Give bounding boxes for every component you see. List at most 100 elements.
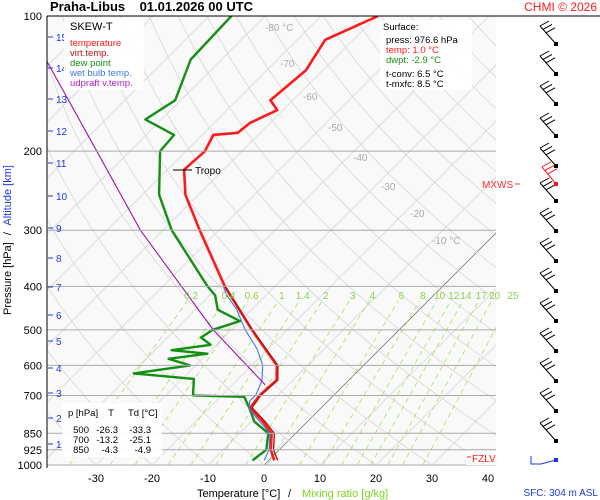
pressure-tick-label: 400 (24, 281, 42, 293)
barb-feather (545, 119, 556, 126)
isotherm-line (47, 16, 434, 403)
legend-title: SKEW-T (70, 21, 113, 33)
wind-barb (539, 417, 558, 443)
tropo-label: Tropo (195, 166, 221, 177)
dry-adiabat-line (61, 16, 433, 465)
pressure-tick-label: 850 (24, 428, 42, 440)
barb-feather (541, 161, 552, 168)
barb-feather (545, 149, 556, 156)
barb-feather (542, 360, 553, 367)
legend-temperature: temperature (70, 38, 121, 49)
isotherm-line (375, 344, 496, 465)
barb-dot (554, 42, 558, 46)
table-row: 700 -13.2 -25.1 (73, 435, 151, 446)
barb-feather (545, 274, 556, 281)
pressure-tick-label: 600 (24, 360, 42, 372)
mixing-ratio-label: 6 (399, 291, 405, 302)
series-temperature (182, 16, 379, 461)
mixing-ratio-line (245, 300, 350, 465)
mixing-ratio-line (370, 300, 464, 465)
wind-barb (539, 50, 558, 76)
barb-dot (554, 439, 558, 443)
barb-dot (554, 134, 558, 138)
barb-feather (539, 20, 550, 27)
barb-staff (539, 117, 557, 137)
barb-feather (545, 27, 556, 34)
barb-feather (542, 390, 553, 397)
barb-dot (554, 458, 558, 462)
barb-dot (554, 199, 558, 203)
barb-staff (541, 166, 557, 185)
mixing-ratio-label: 0.4 (222, 291, 236, 302)
barb-feather (545, 394, 556, 401)
wind-barb (539, 387, 558, 413)
mixing-ratio-label: 25 (507, 291, 519, 302)
isotherm-line (207, 176, 496, 465)
barb-staff (539, 362, 557, 382)
temperature-tick-label: -10 (200, 473, 216, 485)
isotherm-label: -70 (280, 59, 295, 70)
isotherm-label: -40 (353, 153, 368, 164)
mixing-ratio-label: 1 (279, 291, 285, 302)
chart-title: Praha-Libus 01.01.2026 00 UTC (50, 0, 254, 14)
altitude-tick-label: 9 (56, 224, 62, 235)
barb-feather (545, 304, 556, 311)
table-cell-p: 700 (73, 435, 89, 446)
mixing-ratio-line (134, 300, 249, 465)
isotherm-line (47, 16, 210, 179)
grid (47, 16, 496, 465)
legend-virt-temp: virt.temp. (70, 48, 109, 59)
barb-dot (554, 319, 558, 323)
temperature-tick-label: 40 (482, 473, 494, 485)
barb-feather (542, 330, 553, 337)
barb-dot (554, 379, 558, 383)
barb-feather (544, 164, 555, 171)
dry-adiabat-line (47, 285, 209, 465)
wind-barb (539, 267, 558, 293)
mixing-ratio-line (356, 300, 452, 465)
dry-adiabat-line (264, 16, 496, 268)
altitude-tick-label: 4 (56, 364, 62, 375)
altitude-tick-label: 2 (56, 414, 62, 425)
mixing-ratio-label: 1.4 (296, 291, 310, 302)
altitude-tick-label: 12 (56, 127, 68, 138)
barb-dot (554, 229, 558, 233)
table-header-p: p [hPa] (68, 408, 98, 419)
temperature-tick-label: -30 (88, 473, 104, 485)
isotherm-label: -60 (303, 92, 318, 103)
isotherm-line (47, 16, 322, 291)
isotherm-line (319, 288, 496, 465)
mixing-ratio-label: 3 (350, 291, 356, 302)
altitude-tick-label: 5 (56, 337, 62, 348)
dry-adiabat-line (47, 218, 265, 465)
barb-dot (554, 72, 558, 76)
temperature-tick-label: 0 (261, 473, 267, 485)
barb-staff (539, 147, 557, 167)
barb-feather (539, 80, 550, 87)
barb-feather (539, 50, 550, 57)
table-cell-td: -25.1 (129, 435, 151, 446)
temperature-tick-label: 30 (426, 473, 438, 485)
dry-adiabat-line (119, 16, 496, 436)
barb-feather (545, 424, 556, 431)
x-axis-label-sep: / (288, 488, 292, 500)
barb-staff (539, 25, 557, 45)
barb-staff (539, 272, 557, 292)
series-dew-point (132, 16, 270, 462)
surface-tmxfc: t-mxfc: 8.5 °C (386, 79, 444, 90)
isotherm-label: -50 (328, 123, 343, 134)
wind-barb (539, 207, 558, 233)
altitude-tick-label: 11 (56, 159, 67, 170)
x-axis-label-mixing: Mixing ratio [g/kg] (302, 488, 388, 500)
isotherm-line (151, 120, 496, 465)
barb-dot (554, 164, 558, 168)
isotherm-line (95, 64, 496, 465)
isotherm-label: -20 (410, 209, 425, 220)
pressure-tick-label: 100 (24, 11, 42, 23)
table-cell-t: -13.2 (96, 435, 118, 446)
isotherm-line (47, 16, 490, 459)
altitude-tick-label: 7 (56, 283, 62, 294)
surface-dwpt: dwpt: -2.9 °C (386, 55, 441, 66)
barb-feather (539, 142, 550, 149)
